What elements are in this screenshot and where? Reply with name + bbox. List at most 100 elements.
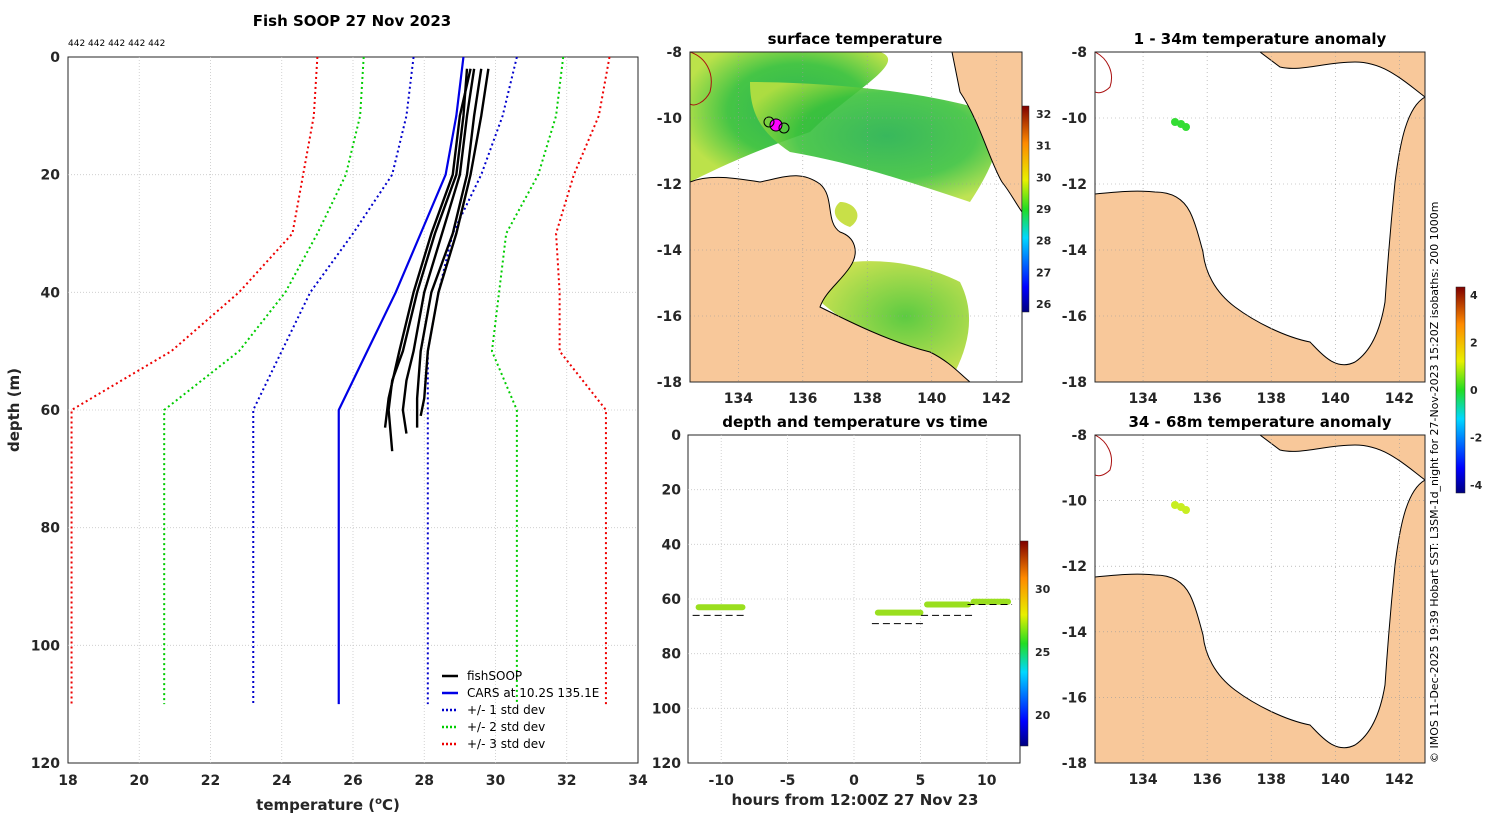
- profile-panel: Fish SOOP 27 Nov 2023 442 442 442 442 44…: [5, 12, 648, 814]
- timeseries-colorbar: [1019, 540, 1029, 747]
- surface.cbticks-tick: 28: [1036, 235, 1051, 248]
- surface-xtick: 138: [853, 391, 882, 407]
- timeseries-xlabel: hours from 12:00Z 27 Nov 23: [732, 791, 979, 809]
- anom_cb.ticks-tick: -2: [1470, 432, 1482, 445]
- profile-xtick: 24: [272, 773, 292, 789]
- anom2-axes: [1094, 434, 1426, 764]
- profile-title: Fish SOOP 27 Nov 2023: [253, 12, 451, 30]
- timeseries-ytick: 40: [662, 537, 682, 553]
- surface-ytick: -10: [657, 111, 683, 127]
- surface.cbticks-tick: 27: [1036, 266, 1051, 279]
- anom2-y-ticks: -8 -10 -12 -14 -16 -18: [1062, 428, 1088, 772]
- profile-y-ticks: 0 20 40 60 80 100 120: [31, 50, 60, 772]
- anom2-grid: [1095, 435, 1425, 763]
- profile-xtick: 20: [130, 773, 150, 789]
- anom1-ytick: -14: [1062, 243, 1088, 259]
- anom2-xtick: 134: [1128, 772, 1157, 788]
- std3-line: [555, 56, 611, 705]
- std1-line: [252, 56, 415, 705]
- anom2-land-north: [1259, 435, 1425, 481]
- std1-line: [426, 56, 518, 705]
- timeseries-cbtick: 20: [1035, 709, 1051, 722]
- anom_cb.ticks-tick: 0: [1470, 384, 1478, 397]
- surface-colorbar-ticks: 32 31 30 29 28 27 26: [1036, 108, 1052, 311]
- profile-xtick: 34: [628, 773, 648, 789]
- anom2-land-main: [1095, 479, 1425, 763]
- anom2-map: [1095, 435, 1425, 763]
- anom1-ytick: -12: [1062, 177, 1087, 193]
- anom1-land-main: [1095, 96, 1425, 382]
- anomaly-map-2-panel: 34 - 68m temperature anomaly 134 136 138 14…: [1062, 413, 1426, 788]
- surface-ytick: -12: [657, 177, 682, 193]
- anom1-xtick: 136: [1193, 391, 1222, 407]
- surface-x-ticks: 134 136 138 140 142: [724, 391, 1011, 407]
- sst-small-patch: [834, 202, 858, 227]
- surface.cbticks-tick: 32: [1036, 108, 1051, 121]
- timeseries-cbtick: 25: [1035, 646, 1050, 659]
- surface-title: surface temperature: [768, 30, 943, 48]
- fishsoop-line: [383, 68, 472, 428]
- cars-line: [337, 56, 465, 705]
- anom1-y-ticks: -8 -10 -12 -14 -16 -18: [1062, 45, 1088, 391]
- anom1-grid: [1095, 52, 1425, 382]
- anom2-coast-red: [1095, 435, 1112, 477]
- surface.cbticks-tick: 30: [1036, 171, 1052, 184]
- surface-grid: [690, 52, 1022, 382]
- profile-xtick: 30: [486, 773, 506, 789]
- anom2-dot-3: [1182, 506, 1190, 514]
- timeseries-ytick: 20: [662, 483, 682, 499]
- timeseries-ytick: 100: [652, 701, 681, 717]
- timeseries-ytick: 80: [662, 647, 682, 663]
- timeseries-cbtick: 30: [1035, 583, 1051, 596]
- anom2-ytick: -8: [1071, 428, 1087, 444]
- surface-map-panel: surface temperature 134 136 138 140 142 -8 -1…: [657, 30, 1052, 407]
- surface.cbticks-tick: 26: [1036, 298, 1052, 311]
- profile-ytick: 100: [31, 638, 60, 654]
- timeseries-ytick: 120: [652, 756, 681, 772]
- profile-ytick: 20: [41, 168, 61, 184]
- profile-ytick: 40: [41, 285, 61, 301]
- profile-xtick: 22: [201, 773, 220, 789]
- legend-std2: +/- 2 std dev: [467, 720, 545, 734]
- anom1-dot-3: [1182, 123, 1190, 131]
- anomaly-colorbar-ticks: 4 2 0 -2 -4: [1470, 289, 1483, 492]
- profile-ytick: 80: [41, 521, 61, 537]
- sst-central-patch: [750, 82, 999, 202]
- anom2-xtick: 142: [1385, 772, 1414, 788]
- anom2-xtick: 140: [1321, 772, 1350, 788]
- anom1-map: [1095, 52, 1425, 382]
- anom_cb.ticks-tick: 2: [1470, 337, 1478, 350]
- anom1-xtick: 134: [1128, 391, 1157, 407]
- anom2-ytick: -14: [1062, 625, 1088, 641]
- profile-legend: fishSOOP CARS at 10.2S 135.1E +/- 1 std …: [442, 669, 599, 751]
- fishsoop-line: [387, 68, 469, 452]
- timeseries-title: depth and temperature vs time: [722, 413, 988, 431]
- profile-x-ticks: 18 20 22 24 26 28 30 32 34: [58, 773, 648, 789]
- profile-ids: 442 442 442 442 442: [68, 39, 165, 49]
- vessel-track-2: [778, 122, 790, 134]
- anom2-xtick: 136: [1193, 772, 1222, 788]
- surface.cbticks-tick: 29: [1036, 203, 1051, 216]
- surface-xtick: 136: [788, 391, 817, 407]
- timeseries-casts: [692, 437, 1013, 625]
- profile-xtick: 18: [58, 773, 77, 789]
- timeseries-xtick: -5: [780, 773, 796, 789]
- anom1-ytick: -8: [1071, 45, 1087, 61]
- anom2-ytick: -12: [1062, 559, 1087, 575]
- anom_cb.ticks-tick: 4: [1470, 289, 1478, 302]
- anom1-xtick: 142: [1385, 391, 1414, 407]
- profile-xtick: 28: [415, 773, 434, 789]
- land-cape-york: [951, 52, 1022, 213]
- anomaly-map-1-panel: 1 - 34m temperature anomaly 134 136 138 140…: [1062, 30, 1426, 407]
- profile-ytick: 120: [31, 756, 60, 772]
- anom1-ytick: -18: [1062, 375, 1087, 391]
- legend-fish: fishSOOP: [467, 669, 522, 683]
- timeseries-ytick: 60: [662, 592, 682, 608]
- anom_cb.ticks-tick: -4: [1470, 479, 1483, 492]
- fishsoop-line: [401, 68, 476, 434]
- surface.cbticks-tick: 31: [1036, 140, 1051, 153]
- profile-ytick: 0: [50, 50, 60, 66]
- anom1-title: 1 - 34m temperature anomaly: [1134, 30, 1387, 48]
- land-arnhem: [690, 175, 971, 382]
